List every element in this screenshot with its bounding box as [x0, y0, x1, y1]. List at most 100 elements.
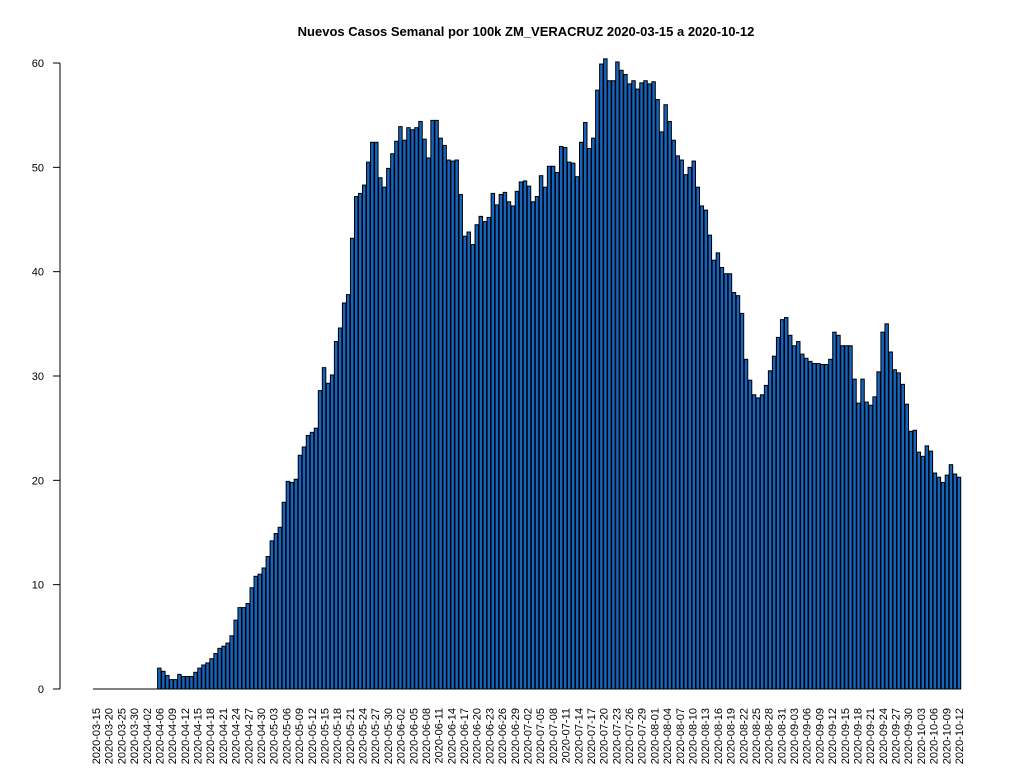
bar [759, 394, 765, 690]
bar [526, 185, 532, 690]
bar [321, 367, 327, 690]
bar [189, 675, 194, 690]
bar [916, 451, 922, 690]
x-tick-label: 2020-04-24 [231, 708, 243, 764]
bar [796, 341, 801, 690]
y-tick-label: 20 [32, 475, 44, 487]
bar [659, 131, 664, 690]
bar [317, 390, 323, 690]
bar [217, 647, 222, 690]
bar [213, 653, 218, 690]
bar [522, 180, 528, 690]
x-tick-label: 2020-08-19 [726, 708, 738, 764]
bar [655, 99, 660, 690]
x-tick-label: 2020-10-09 [941, 708, 953, 764]
bar [912, 429, 918, 690]
x-tick-label: 2020-09-24 [878, 708, 890, 764]
bar [836, 334, 841, 690]
x-tick-label: 2020-08-04 [662, 708, 674, 764]
bar [719, 266, 725, 690]
bar [615, 61, 620, 690]
bar [570, 162, 576, 690]
x-tick-label: 2020-08-22 [738, 708, 750, 764]
bar [587, 148, 592, 690]
x-tick-label: 2020-04-09 [167, 708, 179, 764]
bar [591, 137, 596, 690]
bar [253, 575, 258, 690]
bar [599, 63, 604, 690]
bar [675, 155, 680, 690]
bar [679, 159, 684, 690]
bar [739, 312, 745, 690]
bar [422, 138, 427, 690]
bar [161, 670, 166, 690]
bar [743, 358, 749, 690]
bar [542, 186, 548, 690]
x-tick-label: 2020-06-02 [396, 708, 408, 764]
bar [647, 83, 652, 690]
x-tick-label: 2020-07-20 [599, 708, 611, 764]
bar [394, 140, 399, 690]
x-tick-label: 2020-04-12 [180, 708, 192, 764]
bar [956, 476, 962, 690]
bar [920, 455, 926, 690]
bar [241, 607, 246, 690]
bar [538, 175, 544, 690]
bar [205, 662, 210, 690]
x-tick-label: 2020-04-06 [154, 708, 166, 764]
y-axis: 0 10 20 30 40 50 60 [32, 58, 61, 696]
bar [305, 434, 311, 690]
bar [474, 224, 480, 690]
bar [442, 144, 447, 690]
bar [494, 204, 500, 690]
bar [607, 80, 612, 690]
bar [237, 607, 242, 690]
bar [446, 159, 451, 690]
bar [534, 196, 540, 690]
bar [410, 129, 415, 690]
bar [458, 193, 463, 690]
x-tick-label: 2020-04-30 [256, 708, 268, 764]
bar [325, 382, 331, 690]
x-tick-label: 2020-09-30 [903, 708, 915, 764]
bar [297, 454, 303, 690]
y-tick-label: 0 [38, 684, 44, 696]
bar [755, 397, 761, 690]
bar [808, 360, 813, 690]
bar [177, 673, 182, 690]
bar [860, 378, 865, 690]
x-tick-label: 2020-05-15 [319, 708, 331, 764]
bar [687, 166, 692, 690]
x-tick-label: 2020-03-15 [91, 708, 103, 764]
x-tick-label: 2020-07-26 [624, 708, 636, 764]
bar [872, 396, 877, 690]
x-tick-label: 2020-09-09 [814, 708, 826, 764]
bar [691, 160, 696, 690]
bar [828, 358, 833, 690]
bar [418, 120, 423, 690]
bar [289, 481, 295, 690]
bar [478, 215, 484, 690]
bar [952, 473, 958, 690]
bar [579, 141, 584, 690]
bar [362, 184, 367, 690]
bar [904, 403, 909, 690]
bar [751, 394, 757, 690]
bar [514, 190, 520, 690]
bar [181, 675, 186, 690]
x-tick-label: 2020-08-13 [700, 708, 712, 764]
bar [386, 167, 391, 690]
bar [792, 345, 797, 690]
x-tick-label: 2020-05-24 [358, 708, 370, 764]
bar [345, 294, 351, 690]
bar [366, 161, 371, 690]
bar [695, 186, 701, 690]
bar [293, 478, 299, 690]
x-tick-label: 2020-07-17 [586, 708, 598, 764]
bar [896, 372, 901, 690]
bar [651, 81, 656, 690]
bar [663, 104, 668, 690]
bar [301, 446, 307, 690]
bar [900, 383, 905, 690]
bar [884, 323, 889, 690]
